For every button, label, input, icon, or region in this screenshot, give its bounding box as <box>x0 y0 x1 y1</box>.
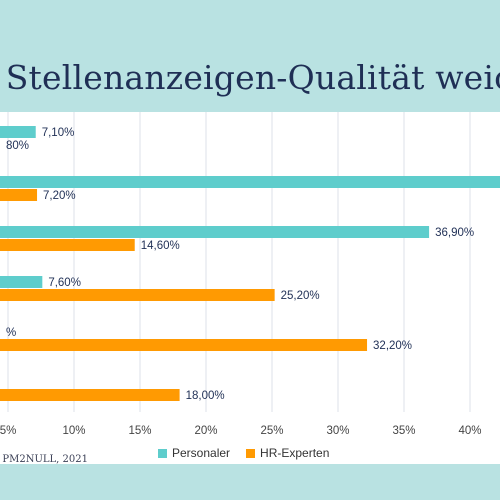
bar-hr-experten <box>0 339 368 351</box>
x-tick-label: 5% <box>0 425 16 437</box>
bar-hr-experten <box>0 289 275 301</box>
legend-label-hr-experten: HR-Experten <box>260 446 330 460</box>
legend: Personaler HR-Experten <box>158 446 345 460</box>
chart-title: der Stellenanzeigen-Qualität weich <box>0 58 500 97</box>
x-tick-label: 10% <box>62 425 85 437</box>
legend-label-personaler: Personaler <box>172 446 231 460</box>
title-band: der Stellenanzeigen-Qualität weich <box>0 0 500 112</box>
x-tick-label: 20% <box>194 425 217 437</box>
x-tick-label: 30% <box>326 425 349 437</box>
data-label-personaler: 7,60% <box>48 277 81 289</box>
bar-personaler <box>0 276 43 288</box>
source-note: , PM2NULL, 2021 <box>0 454 88 465</box>
plot-panel: 5% 10% 15% 20% 25% 30% 35% 40% 7,10% 80% 7,20% 36,9… <box>0 112 500 464</box>
legend-swatch-personaler <box>158 448 167 458</box>
data-label-hr-experten: 80% <box>6 140 29 152</box>
x-tick-label: 25% <box>260 425 283 437</box>
x-tick-label: 40% <box>458 425 481 437</box>
data-label-hr-experten: 18,00% <box>186 390 225 402</box>
bar-hr-experten <box>0 389 180 401</box>
bar-personaler <box>0 176 500 188</box>
data-label-hr-experten: 14,60% <box>141 240 180 252</box>
data-label-personaler: 7,10% <box>42 127 75 139</box>
data-label-personaler: % <box>6 327 16 339</box>
bar-hr-experten <box>0 189 38 201</box>
legend-item-hr-experten: HR-Experten <box>246 446 329 460</box>
footer-band <box>0 464 500 500</box>
x-tick-label: 35% <box>392 425 415 437</box>
bar-hr-experten <box>0 239 135 251</box>
legend-item-personaler: Personaler <box>158 446 230 460</box>
x-tick-label: 15% <box>128 425 151 437</box>
data-label-hr-experten: 7,20% <box>43 190 76 202</box>
data-label-personaler: 36,90% <box>435 227 474 239</box>
data-label-hr-experten: 32,20% <box>373 340 412 352</box>
bar-personaler <box>0 126 36 138</box>
bar-personaler <box>0 226 430 238</box>
bar-chart: 5% 10% 15% 20% 25% 30% 35% 40% 7,10% 80% 7,20% 36,9… <box>0 112 500 437</box>
legend-swatch-hr-experten <box>246 448 256 458</box>
data-label-hr-experten: 25,20% <box>281 290 320 302</box>
